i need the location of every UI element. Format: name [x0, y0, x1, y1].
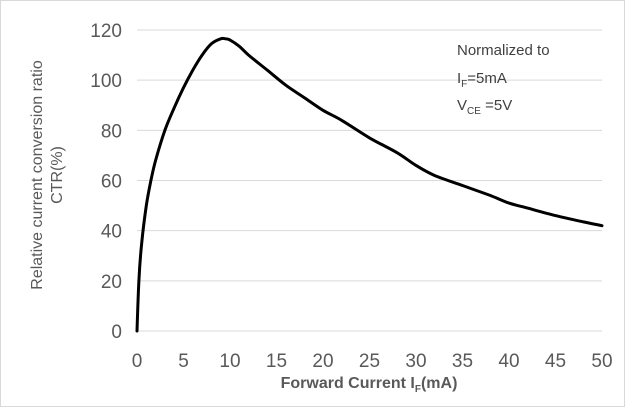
note-line3-sub: CE	[467, 106, 481, 117]
x-tick-label: 35	[452, 351, 473, 372]
x-tick-label: 0	[132, 351, 143, 372]
x-tick-labels: 0 5 10 15 20 25 30 35 40 45 50	[132, 351, 613, 372]
y-axis-label-line2: CTR(%)	[49, 146, 66, 204]
x-tick-label: 40	[498, 351, 519, 372]
note-line3: VCE =5V	[457, 97, 512, 117]
y-tick-label: 100	[90, 71, 122, 92]
y-tick-label: 0	[111, 322, 122, 343]
y-tick-labels: 0 20 40 60 80 100 120	[90, 21, 122, 343]
x-axis-label: Forward Current IF(mA)	[281, 375, 458, 395]
x-tick-label: 5	[178, 351, 189, 372]
x-tick-label: 50	[591, 351, 612, 372]
normalization-note: Normalized to IF=5mA VCE =5V	[457, 42, 550, 117]
note-line3-main: V	[457, 97, 467, 114]
note-line2-main: I	[457, 70, 461, 87]
x-tick-label: 25	[359, 351, 380, 372]
note-line2: IF=5mA	[457, 70, 507, 90]
y-tick-label: 120	[90, 21, 122, 42]
series-layer	[135, 36, 604, 333]
x-tick-label: 20	[312, 351, 333, 372]
x-tick-label: 10	[219, 351, 240, 372]
x-axis-label-unit: (mA)	[421, 375, 457, 392]
y-tick-label: 20	[101, 272, 122, 293]
y-tick-label: 60	[101, 172, 122, 193]
y-axis-label-line1: Relative current conversion ratio	[29, 60, 46, 290]
gridlines	[137, 29, 602, 332]
note-line3-rest: =5V	[481, 97, 512, 114]
x-tick-label: 45	[545, 351, 566, 372]
x-tick-label: 15	[266, 351, 287, 372]
x-axis-label-main: Forward Current I	[281, 375, 415, 392]
note-line2-sub: F	[461, 79, 467, 90]
series-line-0	[135, 36, 604, 333]
y-tick-label: 80	[101, 121, 122, 142]
x-tick-label: 30	[405, 351, 426, 372]
note-line2-rest: =5mA	[467, 70, 507, 87]
note-line1: Normalized to	[457, 42, 550, 59]
y-tick-label: 40	[101, 222, 122, 243]
x-axis-label-sub: F	[415, 384, 421, 395]
y-axis-label: Relative current conversion ratio CTR(%)	[29, 60, 66, 290]
